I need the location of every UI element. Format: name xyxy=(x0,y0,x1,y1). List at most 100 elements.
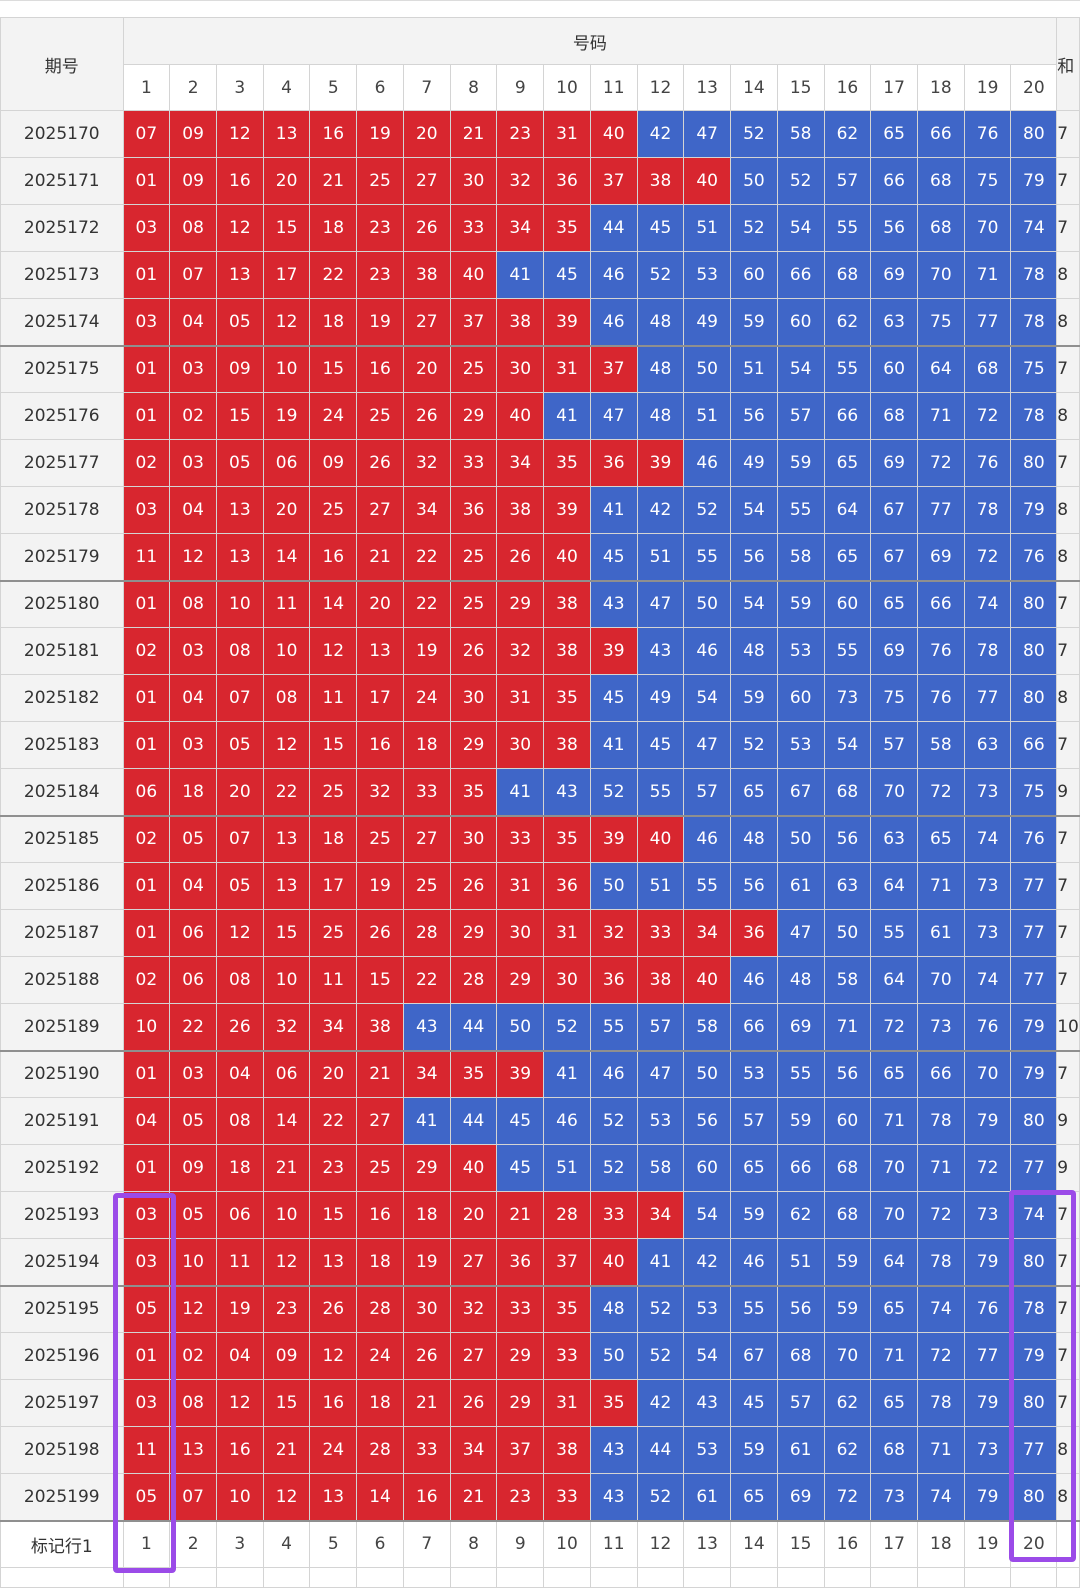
number-cell: 02 xyxy=(122,956,171,1004)
number-cell: 53 xyxy=(683,1284,732,1333)
number-cell: 73 xyxy=(870,1473,918,1521)
number-cell: 01 xyxy=(122,1332,171,1380)
number-cell: 08 xyxy=(215,627,264,675)
number-cell: 50 xyxy=(776,814,825,863)
number-cell: 40 xyxy=(496,392,545,440)
number-cell: 73 xyxy=(963,768,1012,816)
column-number-header: 18 xyxy=(916,64,965,111)
empty-cell xyxy=(169,1567,217,1588)
number-cell: 66 xyxy=(916,1049,965,1098)
number-cell: 32 xyxy=(589,909,638,957)
number-cell: 46 xyxy=(683,439,732,487)
column-number-header: 12 xyxy=(636,64,685,111)
number-cell: 42 xyxy=(636,1379,685,1427)
number-cell: 41 xyxy=(402,1097,451,1145)
number-cell: 31 xyxy=(543,110,591,158)
number-cell: 22 xyxy=(402,533,451,581)
number-cell: 12 xyxy=(262,721,311,769)
number-cell: 33 xyxy=(589,1191,638,1239)
number-cell: 13 xyxy=(215,251,264,299)
number-cell: 52 xyxy=(776,157,825,205)
number-cell: 75 xyxy=(870,674,918,722)
number-cell: 72 xyxy=(916,1332,965,1380)
number-cell: 45 xyxy=(636,721,685,769)
highlight-box-column-1 xyxy=(113,1193,176,1573)
column-number-header: 20 xyxy=(1010,64,1058,111)
number-cell: 63 xyxy=(870,298,918,346)
draw-row: 2025189 10 22 26 32 34 38 43 44 50 52 55 57 58 66 69 71 7… xyxy=(0,1003,1080,1051)
mark-row-number: 10 xyxy=(543,1519,591,1568)
number-cell: 52 xyxy=(589,768,638,816)
column-number-header: 16 xyxy=(823,64,872,111)
number-cell: 37 xyxy=(496,1426,545,1474)
number-cell: 22 xyxy=(309,1097,358,1145)
number-cell: 26 xyxy=(449,1379,498,1427)
number-cell: 31 xyxy=(496,674,545,722)
draw-row: 2025187 01 06 12 15 25 26 28 29 30 31 32 33 34 36 47 50 5… xyxy=(0,909,1080,957)
number-cell: 29 xyxy=(496,956,545,1004)
number-cell: 05 xyxy=(215,439,264,487)
number-cell: 55 xyxy=(589,1003,638,1051)
number-cell: 68 xyxy=(776,1332,825,1380)
number-cell: 31 xyxy=(543,1379,591,1427)
number-cell: 25 xyxy=(309,486,358,534)
number-cell: 74 xyxy=(916,1473,965,1521)
period-cell: 2025189 xyxy=(0,1003,124,1051)
number-cell: 39 xyxy=(589,627,638,675)
column-number-header: 5 xyxy=(309,64,358,111)
draw-row: 2025186 01 04 05 13 17 19 25 26 31 36 50 51 55 56 61 63 6… xyxy=(0,862,1080,910)
number-cell: 78 xyxy=(1010,1284,1058,1333)
number-cell: 12 xyxy=(262,1473,311,1521)
number-cell: 77 xyxy=(963,298,1012,346)
number-cell: 20 xyxy=(449,1191,498,1239)
number-cell: 70 xyxy=(870,1191,918,1239)
mark-row-number: 5 xyxy=(309,1519,358,1568)
empty-cell xyxy=(449,1567,498,1588)
number-cell: 37 xyxy=(589,344,638,393)
number-cell: 34 xyxy=(309,1003,358,1051)
number-cell: 10 xyxy=(262,627,311,675)
highlight-box-column-20 xyxy=(1009,1190,1076,1562)
number-cell: 59 xyxy=(730,674,778,722)
number-cell: 11 xyxy=(262,579,311,628)
number-cell: 13 xyxy=(215,486,264,534)
number-cell: 36 xyxy=(589,439,638,487)
number-cell: 44 xyxy=(449,1003,498,1051)
number-cell: 23 xyxy=(356,251,404,299)
number-cell: 32 xyxy=(449,1284,498,1333)
number-cell: 03 xyxy=(122,1379,171,1427)
number-cell: 40 xyxy=(589,1238,638,1286)
empty-cell xyxy=(870,1567,918,1588)
number-cell: 05 xyxy=(215,721,264,769)
number-cell: 20 xyxy=(402,344,451,393)
number-cell: 05 xyxy=(169,1191,217,1239)
number-cell: 55 xyxy=(870,909,918,957)
number-cell: 69 xyxy=(870,251,918,299)
number-cell: 68 xyxy=(823,1191,872,1239)
period-cell: 2025183 xyxy=(0,721,124,769)
number-cell: 41 xyxy=(543,392,591,440)
number-cell: 40 xyxy=(683,956,732,1004)
number-cell: 48 xyxy=(636,298,685,346)
number-cell: 79 xyxy=(963,1473,1012,1521)
mark-row-number: 8 xyxy=(449,1519,498,1568)
number-cell: 25 xyxy=(449,579,498,628)
number-cell: 12 xyxy=(309,1332,358,1380)
period-cell: 2025177 xyxy=(0,439,124,487)
number-cell: 26 xyxy=(402,1332,451,1380)
number-cell: 65 xyxy=(870,579,918,628)
number-cell: 41 xyxy=(589,486,638,534)
number-cell: 50 xyxy=(683,579,732,628)
number-cell: 05 xyxy=(122,1284,171,1333)
number-cell: 13 xyxy=(215,533,264,581)
number-cell: 02 xyxy=(122,814,171,863)
number-cell: 50 xyxy=(683,344,732,393)
number-cell: 45 xyxy=(496,1097,545,1145)
number-cell: 06 xyxy=(215,1191,264,1239)
number-cell: 23 xyxy=(262,1284,311,1333)
number-cell: 70 xyxy=(823,1332,872,1380)
number-cell: 25 xyxy=(356,814,404,863)
number-cell: 04 xyxy=(169,862,217,910)
number-cell: 52 xyxy=(636,1473,685,1521)
number-cell: 65 xyxy=(823,533,872,581)
